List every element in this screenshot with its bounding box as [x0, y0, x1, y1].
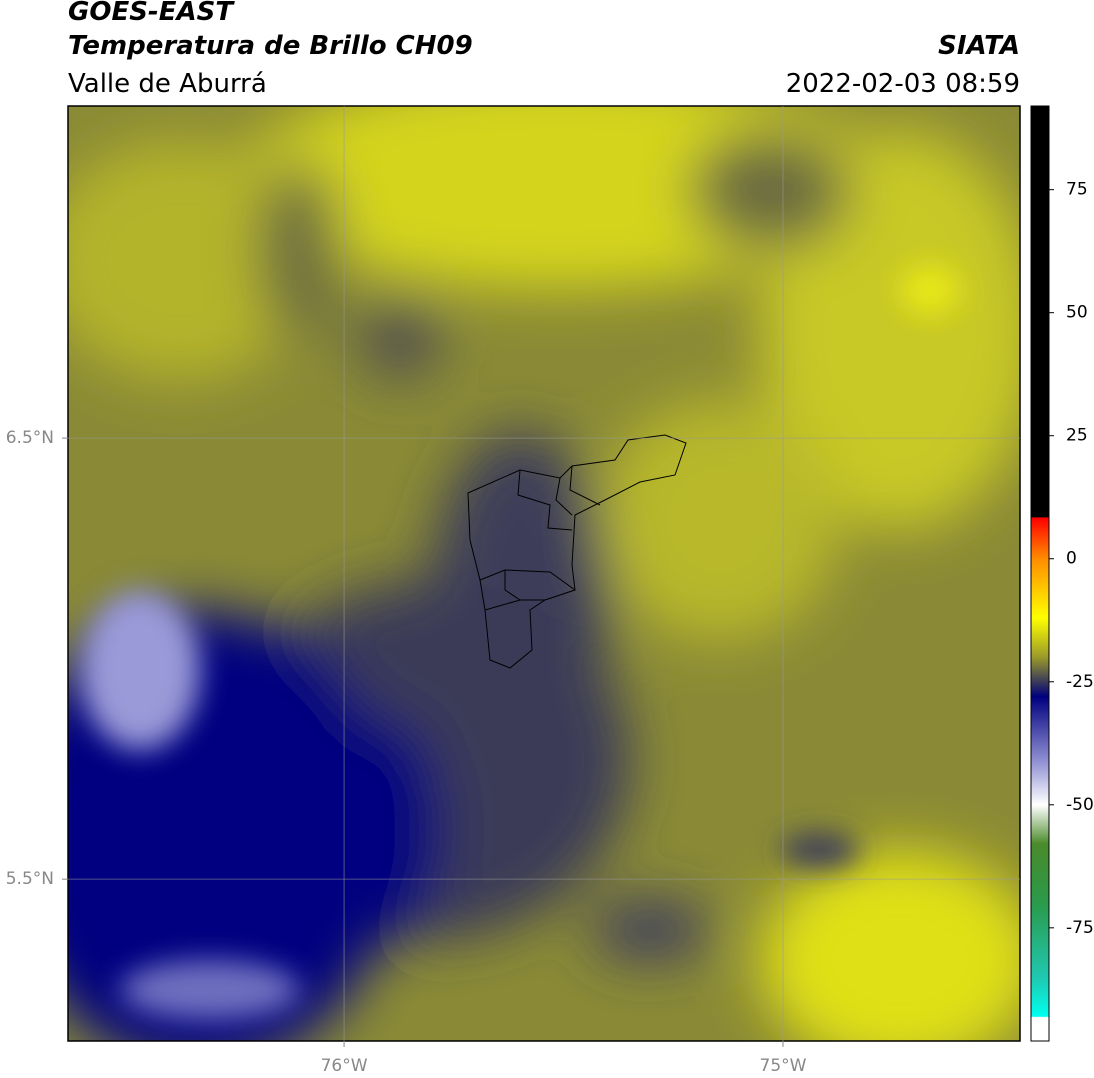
colorbar-tick-label: 0	[1066, 549, 1077, 569]
municipal-boundaries	[467, 434, 687, 669]
colorbar	[1030, 105, 1050, 1042]
y-tick-label: 5.5°N	[6, 869, 54, 889]
colorbar-tick-label: -75	[1066, 918, 1094, 938]
datetime: 2022-02-03 08:59	[786, 69, 1020, 99]
brightness-field	[68, 106, 1020, 1041]
source: SIATA	[938, 31, 1020, 61]
region: Valle de Aburrá	[68, 69, 267, 99]
x-tick-label: 76°W	[321, 1056, 368, 1076]
colorbar-tick-label: 75	[1066, 180, 1088, 200]
y-tick-label: 6.5°N	[6, 428, 54, 448]
colorbar-tick-label: -50	[1066, 795, 1094, 815]
map-frame	[67, 105, 1021, 1042]
colorbar-tick-label: 50	[1066, 303, 1088, 323]
title: GOES-EAST	[68, 0, 235, 27]
subtitle: Temperatura de Brillo CH09	[68, 31, 473, 61]
x-tick-label: 75°W	[760, 1056, 807, 1076]
colorbar-tick-label: 25	[1066, 426, 1088, 446]
colorbar-tick-label: -25	[1066, 672, 1094, 692]
